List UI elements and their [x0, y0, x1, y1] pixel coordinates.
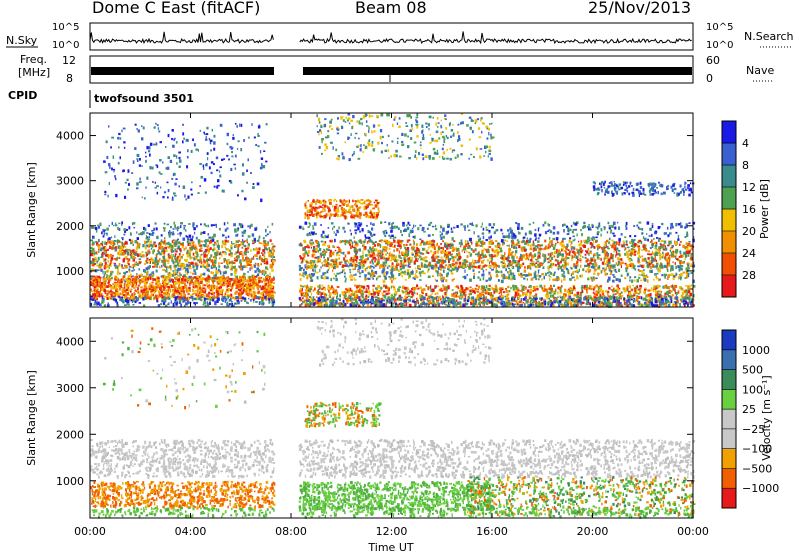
- colorbar-tick-2: 12: [742, 181, 756, 194]
- y-tick-label-3: 4000: [56, 335, 84, 348]
- nsky-label: N.Sky: [6, 34, 38, 47]
- power-heatmap-cells: [90, 113, 696, 308]
- nsearch-tick-top: 10^5: [706, 22, 733, 33]
- colorbar-tick-3: 25: [742, 403, 756, 416]
- nsky-tick-top: 10^5: [52, 22, 79, 33]
- colorbar-swatch-2: [722, 231, 736, 254]
- x-tick-label-2: 08:00: [275, 525, 307, 538]
- nave-tick-bottom: 0: [706, 72, 713, 85]
- x-tick-label-3: 12:00: [376, 525, 408, 538]
- colorbar-tick-6: −500: [742, 462, 772, 475]
- colorbar-swatch-1: [722, 253, 736, 276]
- nave-label: Nave: [746, 64, 774, 77]
- y-tick-label-2: 3000: [56, 175, 84, 188]
- colorbar-swatch-5: [722, 165, 736, 188]
- colorbar-swatch-0: [722, 488, 736, 509]
- power-colorbar-label: Power [dB]: [758, 179, 771, 239]
- colorbar-tick-1: 8: [742, 159, 749, 172]
- colorbar-tick-2: 100: [742, 383, 763, 396]
- x-tick-label-0: 00:00: [74, 525, 106, 538]
- colorbar-swatch-7: [722, 121, 736, 144]
- nsearch-tick-bottom: 10^0: [706, 40, 733, 51]
- x-tick-label-4: 16:00: [476, 525, 508, 538]
- velocity-ylabel: Slant Range [km]: [25, 370, 38, 466]
- y-tick-label-1: 2000: [56, 428, 84, 441]
- colorbar-tick-3: 16: [742, 203, 756, 216]
- colorbar-tick-7: −1000: [742, 482, 779, 495]
- station-title: Dome C East (fitACF): [92, 0, 260, 17]
- colorbar-swatch-4: [722, 409, 736, 430]
- y-tick-label-1: 2000: [56, 220, 84, 233]
- colorbar-swatch-4: [722, 187, 736, 210]
- colorbar-swatch-1: [722, 468, 736, 489]
- date-title: 25/Nov/2013: [588, 0, 691, 17]
- nsky-trace: [89, 31, 692, 45]
- colorbar-swatch-5: [722, 389, 736, 410]
- nsky-panel: [89, 22, 694, 51]
- cpid-label: CPID: [8, 89, 37, 102]
- velocity-colorbar-label: Velocity [m s⁻¹]: [760, 375, 773, 460]
- cpid-value: twofsound 3501: [94, 92, 194, 105]
- x-ticks: 00:00 04:00 08:00 12:00 16:00 20:00 00:00: [74, 113, 709, 538]
- velocity-y-ticks: 1000 2000 3000 4000: [56, 335, 693, 488]
- nsky-tick-bottom: 10^0: [52, 40, 79, 51]
- y-tick-label-0: 1000: [56, 475, 84, 488]
- freq-label-line1: Freq.: [20, 53, 47, 66]
- colorbar-tick-4: 20: [742, 225, 756, 238]
- colorbar-swatch-0: [722, 275, 736, 298]
- x-tick-label-1: 04:00: [175, 525, 207, 538]
- velocity-panel: 1000 2000 3000 4000 00:00 04:00 08:00 12:00 16:…: [56, 113, 709, 538]
- colorbar-tick-0: 1000: [742, 344, 770, 357]
- y-tick-label-0: 1000: [56, 265, 84, 278]
- nsearch-label: N.Search: [744, 30, 794, 43]
- colorbar-swatch-3: [722, 209, 736, 232]
- freq-tick-top: 12: [62, 54, 76, 67]
- colorbar-swatch-6: [722, 143, 736, 166]
- colorbar-swatch-8: [722, 330, 736, 351]
- velocity-heatmap-cells: [90, 318, 696, 519]
- nave-tick-top: 60: [706, 54, 720, 67]
- colorbar-tick-5: −100: [742, 443, 772, 456]
- power-y-ticks: 1000 2000 3000 4000: [56, 130, 693, 278]
- colorbar-tick-6: 28: [742, 269, 756, 282]
- velocity-colorbar: 1000 500 100 25 −25 −100 −500 −1000: [721, 329, 779, 509]
- power-colorbar: 4 8 12 16 20 24 28: [721, 120, 756, 298]
- colorbar-tick-4: −25: [742, 423, 765, 436]
- x-axis-label: Time UT: [367, 541, 413, 554]
- colorbar-swatch-2: [722, 448, 736, 469]
- freq-label-line2: [MHz]: [18, 66, 50, 79]
- beam-title: Beam 08: [355, 0, 427, 17]
- colorbar-swatch-6: [722, 369, 736, 390]
- freq-panel: [89, 55, 694, 84]
- colorbar-swatch-7: [722, 349, 736, 371]
- power-panel: 1000 2000 3000 4000: [56, 112, 696, 308]
- colorbar-tick-1: 500: [742, 364, 763, 377]
- y-tick-label-2: 3000: [56, 382, 84, 395]
- colorbar-tick-5: 24: [742, 247, 756, 260]
- colorbar-swatch-3: [722, 428, 736, 450]
- colorbar-tick-0: 4: [742, 137, 749, 150]
- x-tick-label-5: 20:00: [577, 525, 609, 538]
- power-ylabel: Slant Range [km]: [25, 162, 38, 258]
- freq-tick-bottom: 8: [66, 72, 73, 85]
- y-tick-label-3: 4000: [56, 130, 84, 143]
- x-tick-label-6: 00:00: [677, 525, 709, 538]
